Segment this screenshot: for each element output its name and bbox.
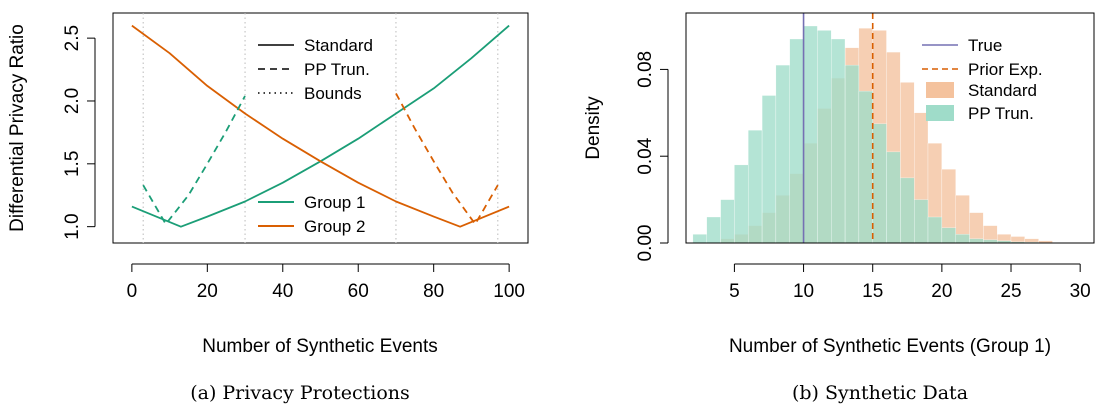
y-axis-label-a: Differential Privacy Ratio [7, 24, 28, 232]
histogram-bar-pp-trun [817, 30, 832, 244]
plot-frame-b [685, 12, 1095, 244]
x-tick-label-a: 100 [493, 281, 525, 302]
y-tick-label-b: 0.08 [635, 51, 656, 88]
histogram-bar-standard [969, 212, 984, 244]
y-tick-label-a: 1.5 [62, 151, 83, 177]
x-tick-label-a: 40 [272, 281, 293, 302]
legend-label-true: True [968, 36, 1002, 55]
y-tick-label-b: 0.04 [635, 137, 656, 174]
histogram-bar-pp-trun [941, 227, 956, 244]
histogram-bar-pp-trun [775, 64, 790, 244]
y-axis-b: 0.00 0.04 0.08 [635, 51, 669, 262]
y-axis-label-b: Density [583, 96, 604, 160]
y-tick-label-a: 2.5 [62, 25, 83, 51]
histogram-bars [692, 25, 1067, 244]
y-tick-label-a: 1.0 [62, 213, 83, 239]
legend-label-pp-trun-b: PP Trun. [968, 104, 1034, 123]
histogram-bar-pp-trun [761, 95, 777, 244]
y-axis-a: 1.0 1.5 2.0 2.5 [62, 25, 96, 240]
plot-frame-a [112, 12, 529, 244]
x-axis-b: 5 10 15 20 25 30 [729, 263, 1091, 302]
x-axis-label-a: Number of Synthetic Events [202, 336, 438, 357]
x-tick-label-a: 80 [423, 281, 444, 302]
x-axis-label-b: Number of Synthetic Events (Group 1) [729, 336, 1051, 357]
histogram-bar-pp-trun [900, 177, 915, 244]
legend-label-standard-b: Standard [968, 81, 1037, 100]
histogram-bar-pp-trun [720, 199, 735, 244]
histogram-bar-pp-trun [789, 38, 804, 244]
histogram-bar-pp-trun [955, 234, 970, 244]
x-tick-label-a: 20 [197, 281, 218, 302]
legend-label-prior-exp: Prior Exp. [968, 60, 1043, 79]
legend-groups: Group 1 Group 2 [258, 193, 365, 236]
legend-label-bounds: Bounds [304, 84, 362, 103]
histogram-bar-pp-trun [706, 216, 721, 244]
x-tick-label-a: 0 [127, 281, 138, 302]
series-line-group1-dashed [142, 95, 246, 226]
panel-privacy-protections: 0 20 40 60 80 100 1.0 1.5 2.0 2.5 Number of Synt… [7, 12, 529, 404]
histogram-bar-pp-trun [692, 234, 707, 244]
x-axis-a: 0 20 40 60 80 100 [127, 263, 525, 302]
legend-histogram: True Prior Exp. Standard PP Trun. [922, 36, 1043, 123]
histogram-bar-pp-trun [748, 130, 763, 244]
x-tick-label-b: 20 [931, 281, 952, 302]
histogram-bar-pp-trun [844, 64, 860, 244]
histogram-bar-pp-trun [831, 38, 846, 244]
legend-swatch-standard [926, 82, 954, 98]
histogram-bar-pp-trun [858, 90, 873, 244]
reference-lines [802, 13, 874, 243]
histogram-bar-pp-trun [886, 151, 901, 244]
legend-linetype: Standard PP Trun. Bounds [258, 36, 373, 103]
series-line-group2-solid [131, 24, 510, 228]
legend-swatch-pp-trun [926, 105, 954, 121]
legend-label-group2: Group 2 [304, 217, 365, 236]
legend-label-pp-trun: PP Trun. [304, 60, 370, 79]
x-tick-label-b: 5 [729, 281, 740, 302]
histogram-bar-pp-trun [803, 25, 818, 244]
series-lines [131, 24, 510, 228]
series-line-group2-dashed [395, 92, 499, 226]
x-tick-label-b: 10 [793, 281, 814, 302]
panel-synthetic-data: 5 10 15 20 25 30 0.00 0.04 0.08 Number of Synth… [583, 12, 1095, 404]
histogram-bar-pp-trun [969, 238, 984, 244]
x-tick-label-b: 15 [862, 281, 883, 302]
x-tick-label-b: 25 [1000, 281, 1021, 302]
x-tick-label-b: 30 [1070, 281, 1091, 302]
legend-label-standard: Standard [304, 36, 373, 55]
caption-a: (a) Privacy Protections [190, 382, 410, 404]
histogram-bar-pp-trun [734, 164, 749, 244]
histogram-bar-pp-trun [872, 123, 887, 244]
histogram-bar-pp-trun [927, 216, 942, 244]
x-tick-label-a: 60 [348, 281, 369, 302]
histogram-bar-pp-trun [914, 199, 929, 244]
y-tick-label-a: 2.0 [62, 88, 83, 114]
caption-b: (b) Synthetic Data [792, 382, 968, 404]
legend-label-group1: Group 1 [304, 193, 365, 212]
y-tick-label-b: 0.00 [635, 225, 656, 262]
